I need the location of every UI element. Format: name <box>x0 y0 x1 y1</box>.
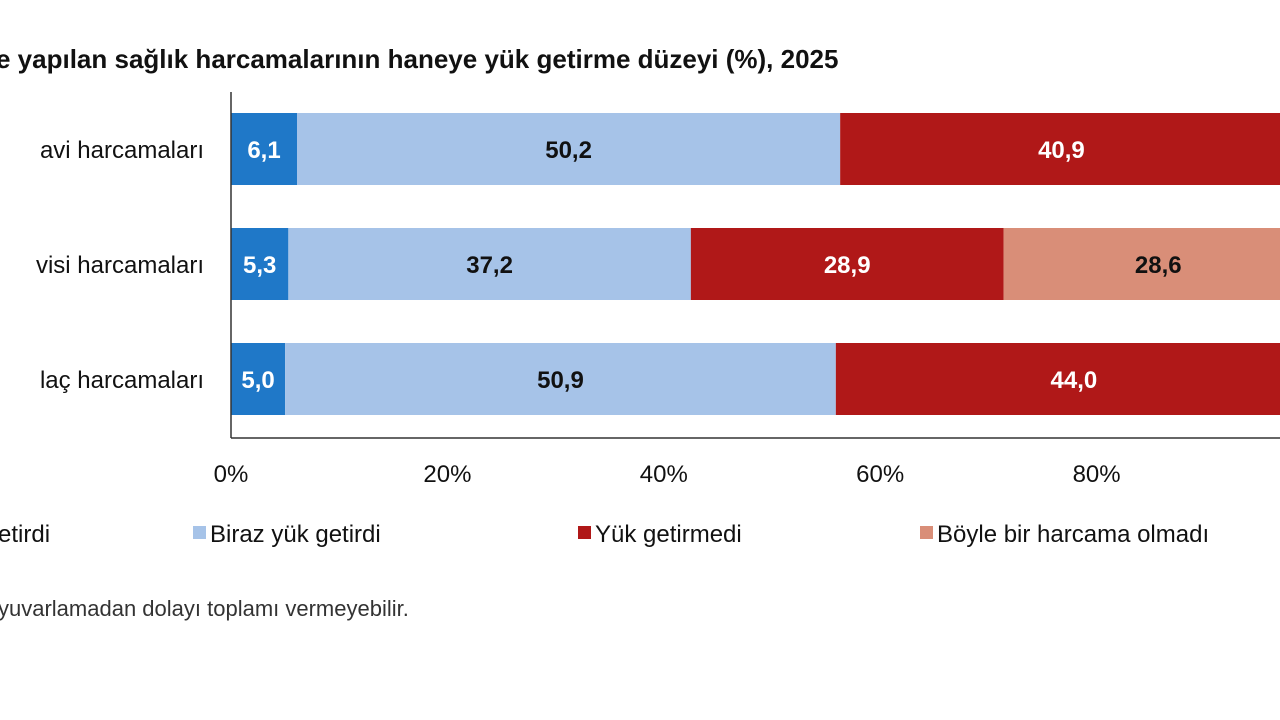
category-labels-group: avi harcamaları visi harcamaları laç harca… <box>36 137 204 394</box>
data-label: 5,3 <box>243 252 276 279</box>
legend-label: etirdi <box>0 521 50 548</box>
legend-swatch <box>920 526 933 539</box>
category-label: avi harcamaları <box>40 137 204 164</box>
bar-segment <box>231 228 289 300</box>
legend-label: Böyle bir harcama olmadı <box>937 521 1209 548</box>
category-label: laç harcamaları <box>40 367 204 394</box>
x-ticks-group: 0% 20% 40% 60% 80% <box>214 461 1121 488</box>
footnote: yuvarlamadan dolayı toplamı vermeyebilir… <box>0 596 409 621</box>
bar-segment <box>285 343 836 415</box>
bars-group: 6,1 50,2 40,9 5,3 37,2 28,9 28,6 5,0 50,9 44,0 <box>231 113 1280 415</box>
category-label: visi harcamaları <box>36 252 204 279</box>
x-tick-label: 60% <box>856 461 904 488</box>
legend-swatch <box>193 526 206 539</box>
data-label: 28,9 <box>824 252 871 279</box>
legend-swatch <box>578 526 591 539</box>
axes-group <box>230 92 1280 439</box>
bar-segment <box>297 113 841 185</box>
legend-label: Yük getirmedi <box>595 521 742 548</box>
bar-segment <box>288 228 691 300</box>
x-tick-label: 40% <box>640 461 688 488</box>
data-label: 5,0 <box>241 367 274 394</box>
chart-title: e yapılan sağlık harcamalarının haneye y… <box>0 44 839 74</box>
bar-segment <box>231 113 298 185</box>
x-tick-label: 80% <box>1073 461 1121 488</box>
bar-segment <box>690 228 1004 300</box>
x-tick-label: 0% <box>214 461 249 488</box>
data-label: 50,2 <box>545 137 592 164</box>
bar-segment <box>840 113 1280 185</box>
data-label: 44,0 <box>1051 367 1098 394</box>
data-label: 6,1 <box>247 137 280 164</box>
legend: etirdi Biraz yük getirdi Yük getirmedi Böyl… <box>0 521 1209 548</box>
bar-segment <box>835 343 1280 415</box>
data-label: 40,9 <box>1038 137 1085 164</box>
data-label: 37,2 <box>466 252 513 279</box>
data-label: 28,6 <box>1135 252 1182 279</box>
legend-label: Biraz yük getirdi <box>210 521 381 548</box>
x-tick-label: 20% <box>423 461 471 488</box>
bar-segment <box>231 343 286 415</box>
bar-segment <box>1003 228 1280 300</box>
data-label: 50,9 <box>537 367 584 394</box>
